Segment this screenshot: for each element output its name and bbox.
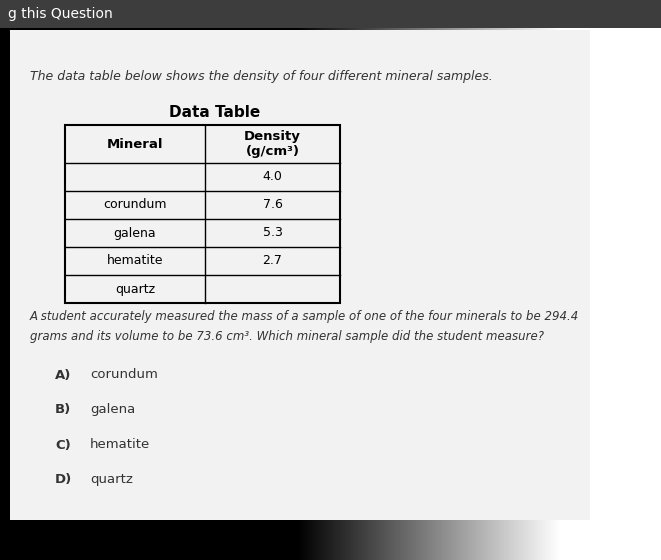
Text: quartz: quartz	[90, 474, 133, 487]
Text: corundum: corundum	[103, 198, 167, 212]
Text: galena: galena	[114, 226, 156, 240]
Text: Density
(g/cm³): Density (g/cm³)	[244, 130, 301, 158]
Text: C): C)	[55, 438, 71, 451]
Text: corundum: corundum	[90, 368, 158, 381]
Text: Mineral: Mineral	[106, 138, 163, 151]
Text: hematite: hematite	[90, 438, 150, 451]
Text: Data Table: Data Table	[169, 105, 260, 120]
Text: 5.3: 5.3	[262, 226, 282, 240]
Bar	[10, 30, 590, 520]
Bar	[65, 125, 340, 303]
Text: quartz: quartz	[115, 282, 155, 296]
Text: 2.7: 2.7	[262, 254, 282, 268]
Text: D): D)	[55, 474, 72, 487]
Text: A): A)	[55, 368, 71, 381]
Text: 7.6: 7.6	[262, 198, 282, 212]
Text: grams and its volume to be 73.6 cm³. Which mineral sample did the student measur: grams and its volume to be 73.6 cm³. Whi…	[30, 330, 544, 343]
Text: B): B)	[55, 404, 71, 417]
Text: g this Question: g this Question	[8, 7, 113, 21]
Bar	[0, 0, 661, 28]
Text: 4.0: 4.0	[262, 170, 282, 184]
Text: A student accurately measured the mass of a sample of one of the four minerals t: A student accurately measured the mass o…	[30, 310, 579, 323]
Text: The data table below shows the density of four different mineral samples.: The data table below shows the density o…	[30, 70, 492, 83]
Text: galena: galena	[90, 404, 136, 417]
Text: hematite: hematite	[106, 254, 163, 268]
